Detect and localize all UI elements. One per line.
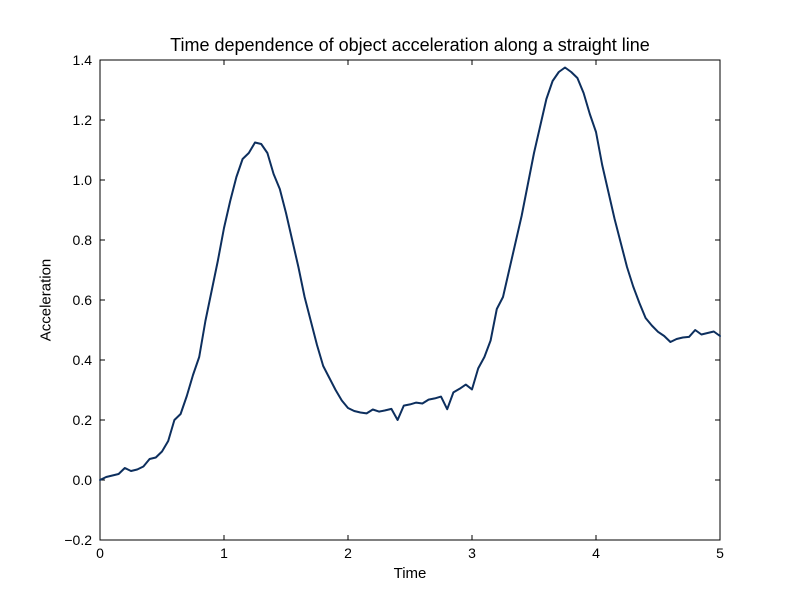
x-axis-ticks: 0 1 2 3 4 5 — [96, 60, 724, 561]
series-line — [99, 66, 721, 481]
x-tick-label: 0 — [96, 545, 104, 561]
y-tick-label: 1.0 — [73, 172, 93, 188]
y-tick-label: 1.4 — [73, 52, 93, 68]
x-tick-label: 1 — [220, 545, 228, 561]
y-tick-label: 1.2 — [73, 112, 93, 128]
chart-title: Time dependence of object acceleration a… — [170, 35, 650, 55]
x-tick-label: 3 — [468, 545, 476, 561]
y-tick-label: 0.6 — [73, 292, 93, 308]
y-tick-label: 0.8 — [73, 232, 93, 248]
y-axis-ticks: −0.2 0.0 0.2 0.4 0.6 0.8 1.0 1.2 1.4 — [64, 52, 720, 548]
plot-area-frame — [99, 59, 721, 541]
series-layer — [99, 66, 721, 481]
x-tick-label: 2 — [344, 545, 352, 561]
y-tick-label: 0.0 — [73, 472, 93, 488]
x-axis-label: Time — [393, 565, 427, 582]
x-tick-label: 5 — [716, 545, 724, 561]
y-axis-label: Acceleration — [37, 258, 55, 342]
x-tick-label: 4 — [592, 545, 600, 561]
y-tick-label: 0.2 — [73, 412, 93, 428]
y-tick-label: −0.2 — [64, 532, 92, 548]
y-tick-label: 0.4 — [73, 352, 93, 368]
